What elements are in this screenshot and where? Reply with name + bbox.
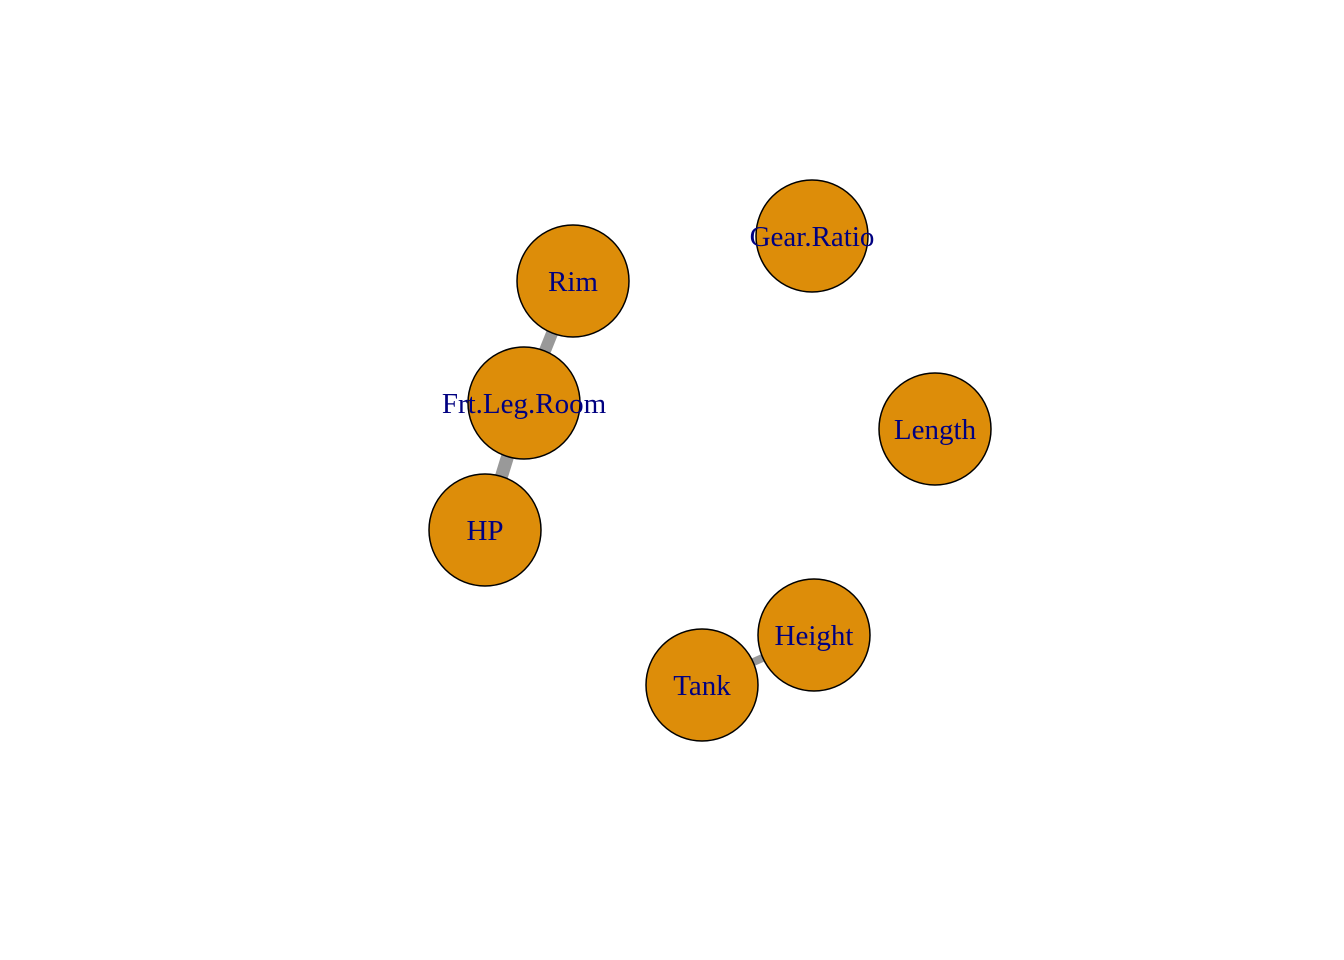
node-gear-ratio: Gear.Ratio [750, 179, 875, 293]
node-label: Frt.Leg.Room [442, 388, 607, 420]
node-label: Height [775, 620, 854, 652]
node-tank: Tank [645, 628, 759, 742]
node-label: Rim [548, 266, 598, 298]
node-circle [878, 372, 992, 486]
node-hp: HP [428, 473, 542, 587]
node-circle [755, 179, 869, 293]
node-circle [428, 473, 542, 587]
node-label: Length [894, 414, 977, 446]
node-layer: Rim Frt.Leg.Room HP Gear.Ratio Length Height T… [428, 179, 992, 742]
node-circle [757, 578, 871, 692]
node-circle [467, 346, 581, 460]
node-circle [645, 628, 759, 742]
node-height: Height [757, 578, 871, 692]
node-length: Length [878, 372, 992, 486]
node-frt-leg-room: Frt.Leg.Room [442, 346, 607, 460]
node-circle [516, 224, 630, 338]
node-rim: Rim [516, 224, 630, 338]
node-label: Gear.Ratio [750, 221, 875, 253]
node-label: Tank [673, 670, 731, 702]
node-label: HP [466, 515, 503, 547]
